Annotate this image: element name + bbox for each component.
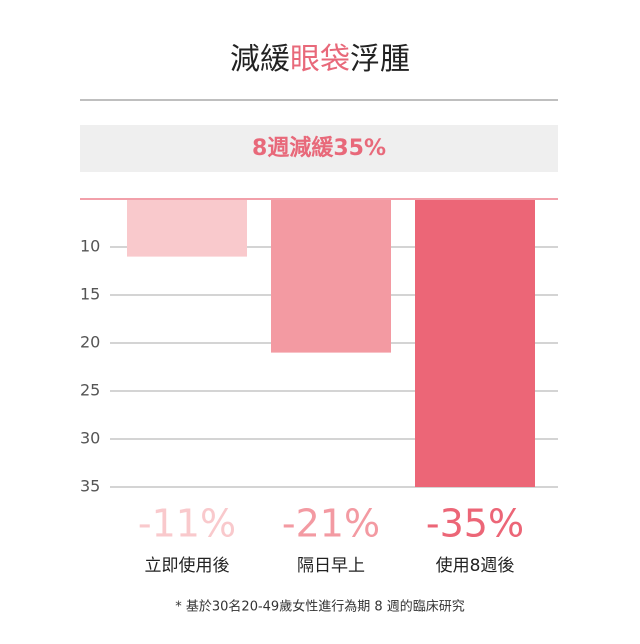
- title-part: 減緩: [230, 42, 290, 77]
- y-tick-label: 20: [80, 333, 100, 352]
- value-label: -11%: [138, 502, 236, 546]
- value-label: -21%: [282, 502, 380, 546]
- title-part: 浮腫: [350, 42, 410, 77]
- x-tick-label: 隔日早上: [297, 556, 365, 576]
- y-tick-label: 15: [80, 285, 100, 304]
- y-tick-label: 35: [80, 477, 100, 496]
- footnote: * 基於30名20-49歲女性進行為期 8 週的臨床研究: [175, 599, 465, 615]
- bar: [127, 199, 247, 257]
- title-part: 眼袋: [290, 42, 350, 77]
- x-tick-label: 立即使用後: [145, 555, 230, 576]
- x-tick-label: 使用8週後: [436, 555, 515, 576]
- value-label: -35%: [426, 502, 524, 546]
- y-tick-label: 10: [80, 237, 100, 256]
- bar: [271, 199, 391, 353]
- bar: [415, 199, 535, 487]
- banner: 8週減緩35%: [252, 135, 386, 161]
- chart-title: 減緩眼袋浮腫: [230, 42, 410, 77]
- banner-box: [80, 125, 558, 172]
- y-tick-label: 30: [80, 429, 100, 448]
- y-tick-label: 25: [80, 381, 100, 400]
